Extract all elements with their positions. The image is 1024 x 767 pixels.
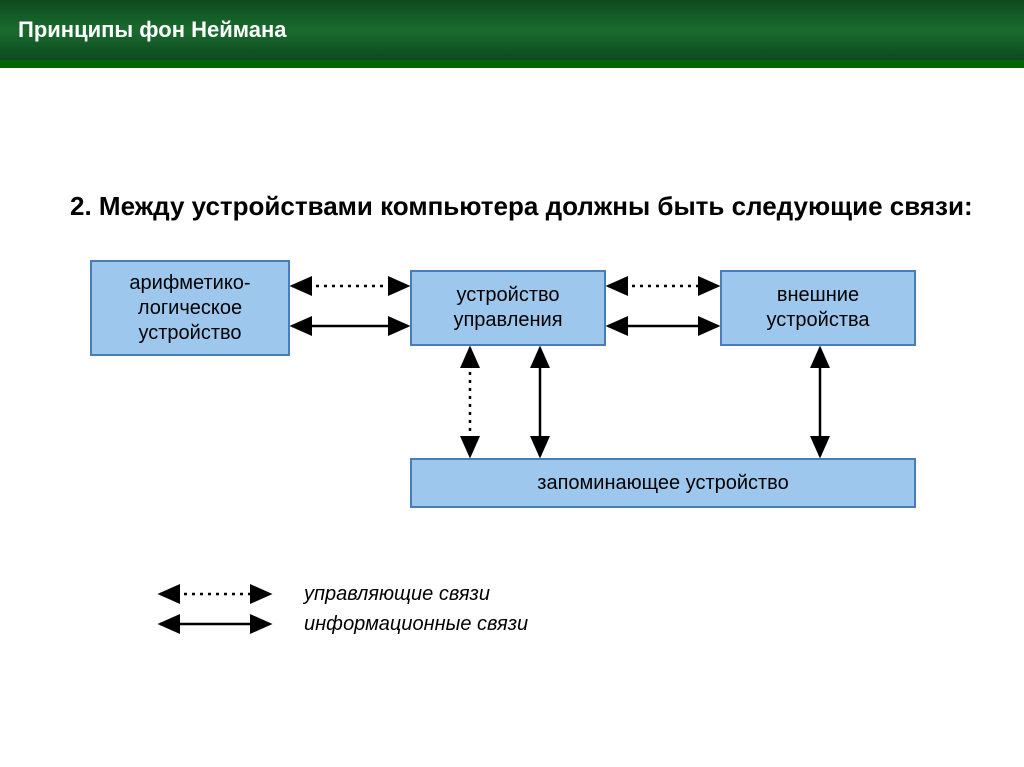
node-alu: арифметико-логическоеустройство xyxy=(90,260,290,356)
principle-body: Между устройствами компьютера должны быт… xyxy=(99,191,964,221)
header-stripe xyxy=(0,60,1024,68)
node-ctrl: устройствоуправления xyxy=(410,270,606,346)
node-ext: внешниеустройства xyxy=(720,270,916,346)
legend-row-info: информационные связи xyxy=(150,612,974,636)
slide-title: Принципы фон Неймана xyxy=(18,17,287,43)
node-mem: запоминающее устройство xyxy=(410,458,916,508)
legend-info-label: информационные связи xyxy=(304,613,528,636)
principle-number: 2. xyxy=(70,191,92,221)
legend: управляющие связи информационные связи xyxy=(150,582,974,636)
header-main: Принципы фон Неймана xyxy=(0,0,1024,60)
principle-text: 2. Между устройствами компьютера должны … xyxy=(78,188,974,224)
content-area: 2. Между устройствами компьютера должны … xyxy=(0,68,1024,636)
legend-control-arrow-icon xyxy=(150,582,280,606)
header-band: Принципы фон Неймана xyxy=(0,0,1024,68)
legend-row-control: управляющие связи xyxy=(150,582,974,606)
legend-info-arrow-icon xyxy=(150,612,280,636)
legend-control-label: управляющие связи xyxy=(304,583,490,606)
diagram: арифметико-логическоеустройство устройств… xyxy=(70,252,990,572)
